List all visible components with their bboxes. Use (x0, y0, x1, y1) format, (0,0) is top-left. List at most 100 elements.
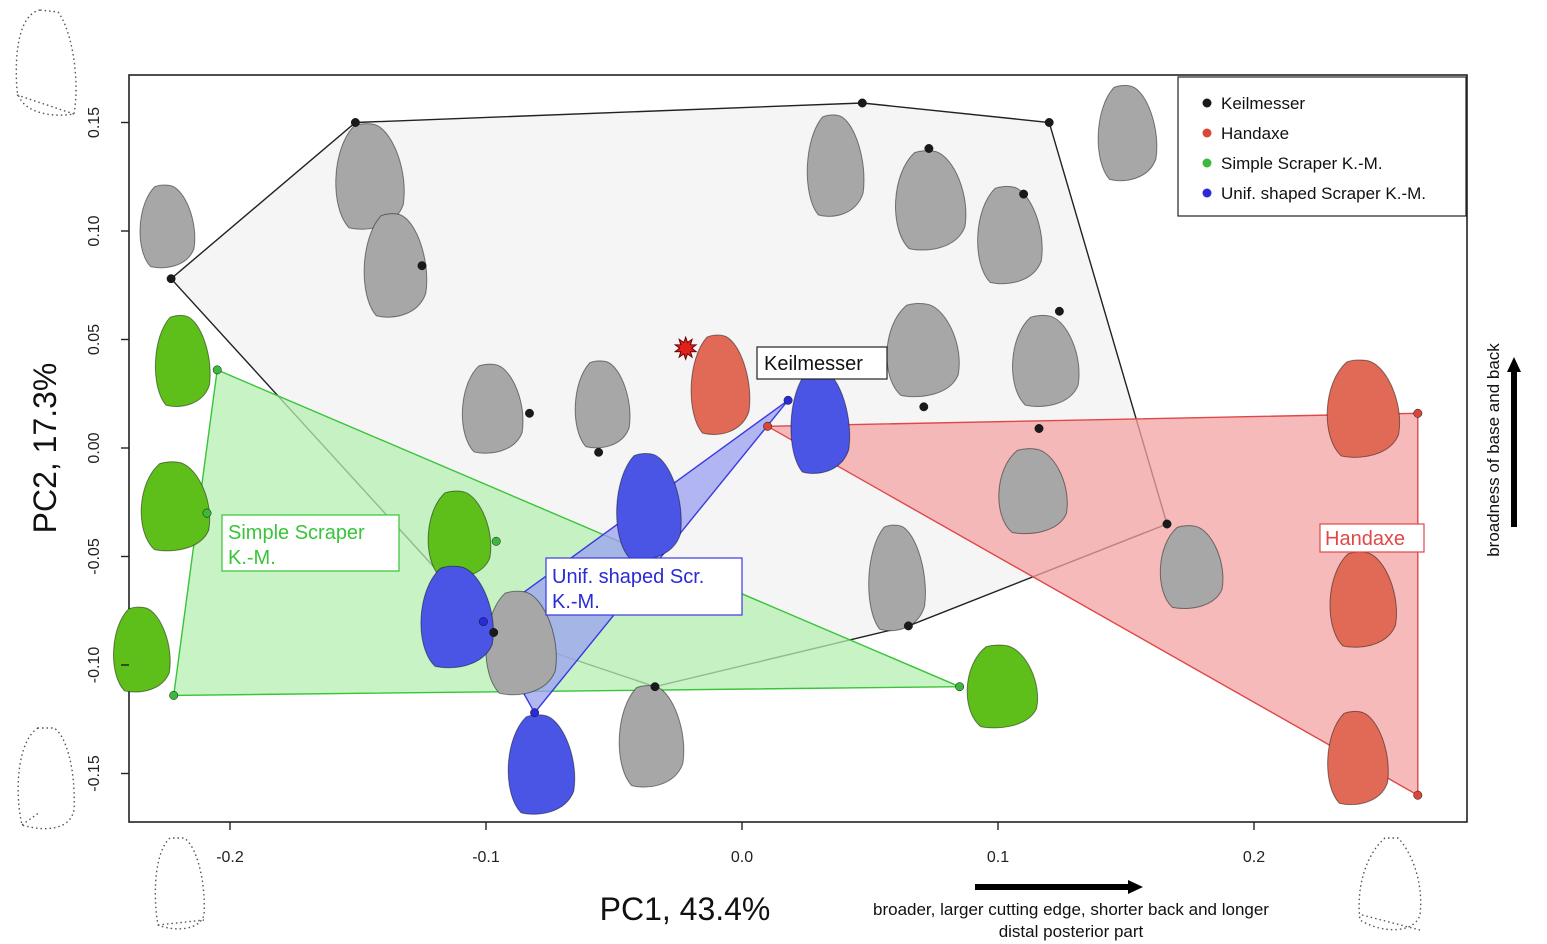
artifact-silhouette-keilmesser (363, 213, 428, 318)
point-simple-scraper-k-m (491, 536, 501, 546)
x-annotation-arrow (975, 880, 1143, 894)
point-keilmesser (903, 621, 913, 631)
point-simple-scraper-k-m (202, 508, 212, 518)
point-simple-scraper-k-m (955, 682, 965, 692)
y-tick-label: 0.05 (86, 324, 103, 355)
legend-marker-simple-scraper (1202, 158, 1212, 168)
x-tick-label: 0.1 (987, 849, 1009, 866)
point-keilmesser (489, 628, 499, 637)
point-keilmesser (650, 682, 660, 692)
artifact-silhouette-simple-scraper-k-m (140, 461, 211, 552)
point-keilmesser (525, 408, 534, 418)
legend: Keilmesser Handaxe Simple Scraper K.-M. … (1177, 76, 1467, 217)
y-axis-ticks: -0.15 -0.10 -0.05 0.00 0.05 0.10 0.15 (86, 107, 129, 792)
x-axis-ticks: -0.2 -0.1 0.0 0.1 0.2 (216, 822, 1265, 866)
artifact-silhouette-keilmesser (335, 123, 405, 230)
point-simple-scraper-k-m (169, 690, 179, 700)
y-tick-label: -0.05 (86, 538, 103, 575)
point-keilmesser (919, 402, 929, 412)
artifact-silhouette-unif-shaped-scraper-k-m (420, 565, 494, 669)
outline-sketch-top-left (15, 9, 77, 116)
y-tick-label: 0.10 (86, 215, 103, 246)
point-unif-shaped-scraper-k-m (478, 617, 488, 627)
legend-label-simple-scraper: Simple Scraper K.-M. (1221, 154, 1383, 173)
point-handaxe (763, 421, 773, 431)
artifact-silhouette-simple-scraper-k-m (966, 644, 1039, 729)
point-keilmesser (417, 261, 427, 271)
point-keilmesser (350, 118, 360, 127)
x-annotation-line1: broader, larger cutting edge, shorter ba… (873, 900, 1269, 919)
hull-label-handaxe-text: Handaxe (1325, 528, 1405, 550)
artifact-silhouette-unif-shaped-scraper-k-m (507, 714, 576, 815)
point-handaxe (1413, 408, 1423, 418)
artifact-silhouette-keilmesser (806, 114, 865, 217)
artifact-silhouette-keilmesser (1012, 314, 1080, 408)
data-points (166, 98, 1423, 800)
y-axis-title: PC2, 17.3% (27, 363, 63, 534)
legend-marker-keilmesser (1202, 98, 1212, 108)
legend-label-keilmesser: Keilmesser (1221, 94, 1305, 113)
artifact-silhouette-keilmesser (998, 448, 1068, 535)
artifact-silhouette-simple-scraper-k-m (113, 606, 171, 693)
outline-sketch-bottom-left (17, 727, 75, 830)
star-marker-shape (673, 335, 698, 361)
y-tick-label: 0.15 (86, 107, 103, 138)
x-tick-label: -0.1 (472, 849, 500, 866)
artifact-silhouette-handaxe (1327, 710, 1389, 806)
x-tick-label: -0.2 (216, 849, 244, 866)
artifact-silhouette-simple-scraper-k-m (154, 314, 211, 407)
artifact-silhouette-keilmesser (574, 360, 631, 449)
hull-label-keilmesser: Keilmesser (756, 346, 888, 380)
point-keilmesser (1044, 118, 1054, 127)
x-axis-title: PC1, 43.4% (600, 891, 771, 927)
artifact-silhouette-simple-scraper-k-m (427, 490, 492, 579)
artifact-silhouette-handaxe (1326, 359, 1401, 458)
point-simple-scraper-k-m (212, 365, 222, 375)
hull-label-simple-scraper-line2: K.-M. (228, 547, 276, 569)
artifact-silhouette-keilmesser (461, 363, 524, 454)
y-tick-label: -0.15 (86, 755, 103, 792)
point-unif-shaped-scraper-k-m (783, 395, 793, 405)
point-keilmesser (594, 447, 604, 457)
point-unif-shaped-scraper-k-m (530, 708, 540, 718)
outline-sketch-bottom-center-left (154, 837, 205, 930)
y-annotation: broadness of base and back (1484, 343, 1503, 557)
star-marker (673, 335, 698, 361)
hull-label-unif-shaped-line2: K.-M. (552, 591, 600, 613)
point-keilmesser (1162, 519, 1172, 529)
point-keilmesser (166, 274, 176, 284)
artifact-silhouette-keilmesser (977, 185, 1043, 285)
artifact-silhouette-keilmesser (139, 184, 196, 269)
point-keilmesser (857, 98, 867, 108)
hull-label-simple-scraper: Simple Scraper K.-M. (221, 514, 400, 572)
hull-label-handaxe: Handaxe (1319, 523, 1425, 553)
x-annotation-line2: distal posterior part (999, 922, 1144, 941)
hull-label-unif-shaped-line1: Unif. shaped Scr. (552, 566, 704, 588)
legend-marker-handaxe (1202, 128, 1212, 138)
artifact-silhouette-unif-shaped-scraper-k-m (616, 452, 682, 560)
x-tick-label: 0.2 (1243, 849, 1265, 866)
artifact-silhouette-keilmesser (1159, 525, 1224, 610)
artifact-silhouette-keilmesser (1097, 84, 1158, 182)
point-keilmesser (1034, 424, 1044, 433)
point-keilmesser (1019, 189, 1029, 199)
hull-label-unif-shaped: Unif. shaped Scr. K.-M. (545, 557, 743, 616)
y-tick-label: -0.10 (86, 647, 103, 684)
point-keilmesser (1054, 306, 1064, 316)
legend-label-handaxe: Handaxe (1221, 124, 1289, 143)
hull-label-keilmesser-text: Keilmesser (764, 353, 863, 375)
hull-handaxe (765, 412, 1419, 797)
artifact-silhouette-handaxe (690, 334, 751, 435)
legend-marker-unif-shaped (1202, 188, 1212, 198)
artifact-silhouettes (113, 84, 1401, 815)
hull-label-simple-scraper-line1: Simple Scraper (228, 522, 365, 544)
artifact-silhouette-keilmesser (868, 524, 926, 632)
y-annotation-arrow (1507, 357, 1521, 527)
point-keilmesser (924, 144, 934, 153)
point-handaxe (1413, 790, 1423, 800)
artifact-silhouette-keilmesser (485, 590, 557, 696)
y-tick-label: 0.00 (86, 432, 103, 463)
legend-label-unif-shaped: Unif. shaped Scraper K.-M. (1221, 184, 1426, 203)
x-tick-label: 0.0 (731, 849, 753, 866)
